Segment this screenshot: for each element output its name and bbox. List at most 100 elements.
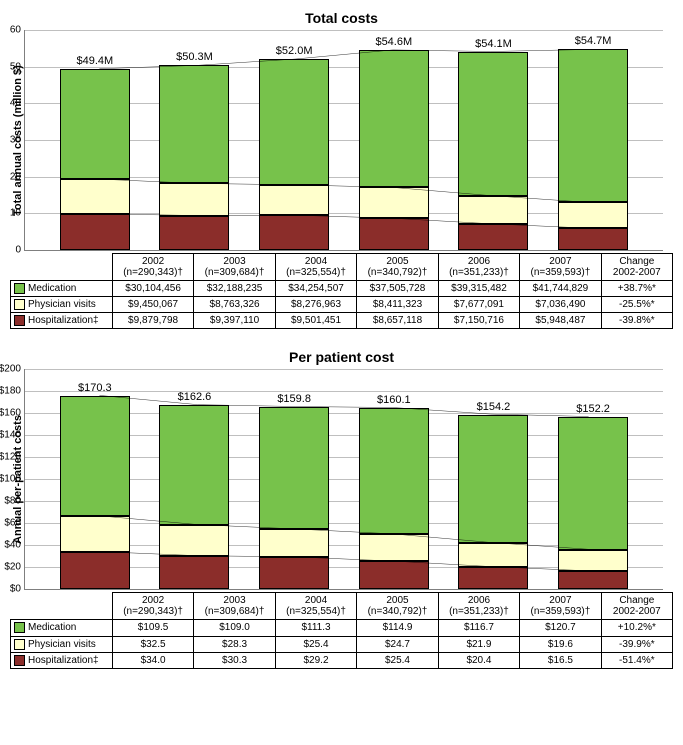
x-tick: 2003(n=309,684)† <box>194 593 275 620</box>
bar-segment-medication <box>558 49 628 202</box>
table-cell: $8,411,323 <box>357 297 438 313</box>
bar-total-label: $170.3 <box>78 382 112 394</box>
bar: $49.4M <box>60 30 130 250</box>
row-label: Hospitalization‡ <box>11 652 113 668</box>
table-cell: $25.4 <box>275 636 356 652</box>
table-cell: $32.5 <box>112 636 193 652</box>
y-tick: 10 <box>10 208 25 219</box>
table-cell: $8,276,963 <box>275 297 356 313</box>
bar-segment-hospitalization <box>159 216 229 250</box>
bar: $152.2 <box>558 369 628 589</box>
y-tick: $200 <box>0 364 25 375</box>
y-tick: 60 <box>10 25 25 36</box>
bar: $54.6M <box>359 30 429 250</box>
bar-segment-medication <box>359 408 429 534</box>
data-table: 2002(n=290,343)†2003(n=309,684)†2004(n=3… <box>10 253 673 329</box>
table-cell: $9,879,798 <box>112 313 193 329</box>
bar-segment-hospitalization <box>259 557 329 589</box>
legend-swatch <box>14 299 25 310</box>
table-cell: $116.7 <box>438 620 519 636</box>
x-tick: 2007(n=359,593)† <box>520 254 601 281</box>
bar-total-label: $159.8 <box>277 393 311 405</box>
bar: $50.3M <box>159 30 229 250</box>
legend-swatch <box>14 283 25 294</box>
table-cell: $37,505,728 <box>357 281 438 297</box>
bar-segment-medication <box>159 405 229 525</box>
data-table: 2002(n=290,343)†2003(n=309,684)†2004(n=3… <box>10 592 673 668</box>
bar-segment-medication <box>359 50 429 188</box>
legend-swatch <box>14 315 25 326</box>
y-tick: 40 <box>10 98 25 109</box>
bar-segment-hospitalization <box>558 571 628 589</box>
y-tick: 0 <box>15 245 25 256</box>
y-tick: $100 <box>0 474 25 485</box>
table-cell: $9,450,067 <box>112 297 193 313</box>
change-cell: -25.5%* <box>601 297 672 313</box>
table-cell: $5,948,487 <box>520 313 601 329</box>
bar-segment-medication <box>458 52 528 196</box>
table-cell: $39,315,482 <box>438 281 519 297</box>
legend-swatch <box>14 622 25 633</box>
bar-segment-medication <box>259 59 329 185</box>
table-cell: $109.5 <box>112 620 193 636</box>
bar-total-label: $52.0M <box>276 45 313 57</box>
table-cell: $34.0 <box>112 652 193 668</box>
table-cell: $7,036,490 <box>520 297 601 313</box>
bar-segment-physician <box>359 534 429 561</box>
row-label: Physician visits <box>11 636 113 652</box>
bar-segment-physician <box>159 525 229 556</box>
table-cell: $7,677,091 <box>438 297 519 313</box>
y-tick: $140 <box>0 430 25 441</box>
bar: $162.6 <box>159 369 229 589</box>
bar-segment-hospitalization <box>159 556 229 589</box>
bar: $154.2 <box>458 369 528 589</box>
bar-segment-physician <box>458 543 528 567</box>
table-cell: $30.3 <box>194 652 275 668</box>
bar-segment-physician <box>60 179 130 214</box>
table-cell: $29.2 <box>275 652 356 668</box>
bar-segment-medication <box>60 69 130 179</box>
bar-segment-medication <box>60 396 130 516</box>
x-tick: 2005(n=340,792)† <box>357 254 438 281</box>
change-cell: -39.9%* <box>601 636 672 652</box>
bar-segment-hospitalization <box>359 218 429 250</box>
table-cell: $21.9 <box>438 636 519 652</box>
bar: $54.7M <box>558 30 628 250</box>
chart-block: Total costsTotal annual costs (million $… <box>10 10 673 329</box>
bar-total-label: $54.7M <box>575 35 612 47</box>
table-cell: $7,150,716 <box>438 313 519 329</box>
table-cell: $20.4 <box>438 652 519 668</box>
bar-segment-physician <box>159 183 229 215</box>
bar-segment-medication <box>259 407 329 529</box>
chart-block: Per patient costAnnual per-patient costs… <box>10 349 673 668</box>
x-tick: 2002(n=290,343)† <box>112 254 193 281</box>
plot-area: $0$20$40$60$80$100$120$140$160$180$200$1… <box>24 369 663 590</box>
y-tick: $180 <box>0 386 25 397</box>
table-cell: $8,657,118 <box>357 313 438 329</box>
table-cell: $8,763,326 <box>194 297 275 313</box>
table-cell: $25.4 <box>357 652 438 668</box>
x-tick: 2003(n=309,684)† <box>194 254 275 281</box>
bar-segment-physician <box>60 516 130 552</box>
row-label: Medication <box>11 281 113 297</box>
plot-area: 0102030405060$49.4M$50.3M$52.0M$54.6M$54… <box>24 30 663 251</box>
bar-segment-physician <box>458 196 528 224</box>
bar: $54.1M <box>458 30 528 250</box>
change-header: Change2002-2007 <box>601 254 672 281</box>
bar-total-label: $49.4M <box>76 55 113 67</box>
y-tick: $60 <box>4 518 25 529</box>
bar-segment-hospitalization <box>359 561 429 589</box>
bar-segment-physician <box>259 529 329 557</box>
bar-total-label: $160.1 <box>377 394 411 406</box>
table-cell: $16.5 <box>520 652 601 668</box>
bar-segment-hospitalization <box>458 567 528 589</box>
table-cell: $109.0 <box>194 620 275 636</box>
chart-title: Total costs <box>10 10 673 26</box>
x-tick: 2002(n=290,343)† <box>112 593 193 620</box>
table-cell: $41,744,829 <box>520 281 601 297</box>
table-cell: $32,188,235 <box>194 281 275 297</box>
bar-segment-physician <box>359 187 429 218</box>
x-tick: 2004(n=325,554)† <box>275 254 356 281</box>
table-cell: $28.3 <box>194 636 275 652</box>
y-tick: $120 <box>0 452 25 463</box>
